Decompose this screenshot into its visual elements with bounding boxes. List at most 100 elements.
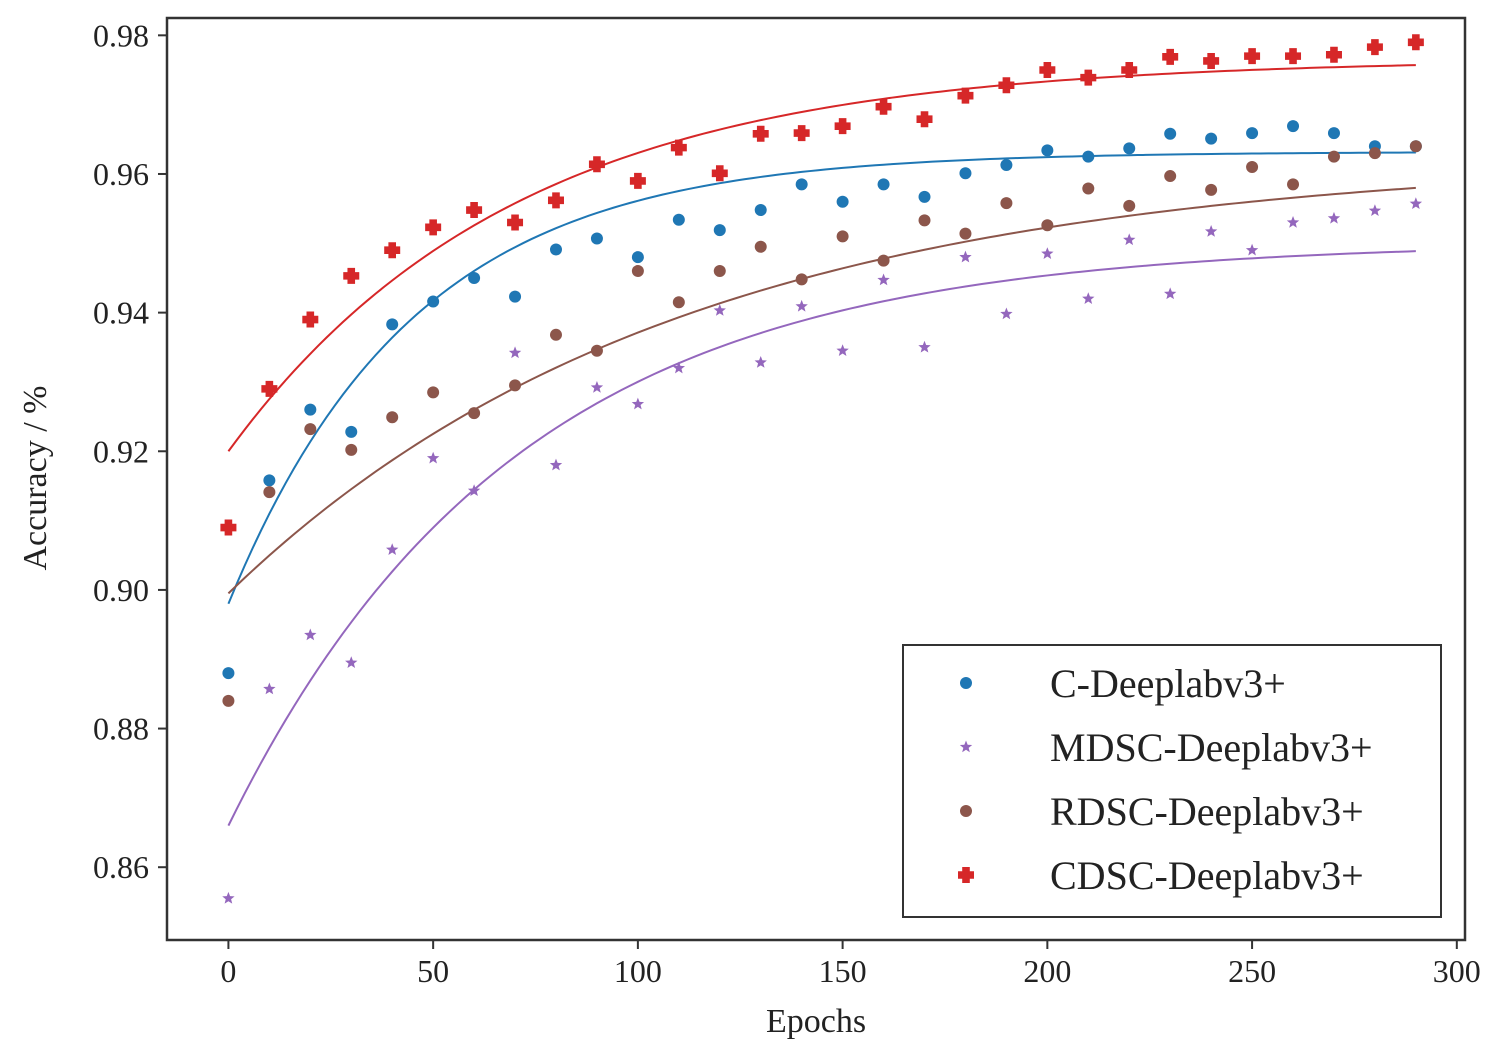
data-point bbox=[877, 273, 890, 286]
data-point bbox=[1285, 48, 1302, 65]
data-point bbox=[754, 204, 767, 217]
data-point bbox=[590, 344, 603, 357]
data-point bbox=[384, 242, 401, 259]
legend-label: RDSC-Deeplabv3+ bbox=[1050, 789, 1364, 834]
y-tick-label: 0.88 bbox=[93, 711, 149, 747]
data-point bbox=[1041, 247, 1054, 259]
data-point bbox=[1407, 34, 1424, 51]
data-point bbox=[427, 295, 440, 308]
data-point bbox=[345, 425, 358, 438]
data-point bbox=[672, 296, 685, 309]
x-axis-label: Epochs bbox=[766, 1003, 866, 1040]
data-point bbox=[304, 423, 317, 436]
data-point bbox=[425, 219, 442, 236]
data-point bbox=[304, 403, 317, 416]
data-point bbox=[752, 125, 769, 142]
data-point bbox=[507, 214, 524, 231]
data-point bbox=[754, 356, 767, 368]
data-point bbox=[1164, 170, 1177, 183]
data-point bbox=[711, 165, 728, 182]
x-axis-ticks: 0 50 100 150 200 250 300 bbox=[220, 940, 1481, 989]
legend-label: CDSC-Deeplabv3+ bbox=[1050, 853, 1364, 898]
data-point bbox=[1287, 120, 1300, 133]
data-point bbox=[466, 202, 483, 219]
data-point bbox=[1327, 211, 1341, 224]
data-point bbox=[918, 340, 931, 353]
data-point bbox=[959, 167, 972, 180]
data-point bbox=[1246, 127, 1259, 140]
y-axis-label: Accuracy / % bbox=[17, 385, 54, 570]
data-point bbox=[1245, 243, 1259, 256]
data-point bbox=[1205, 132, 1218, 145]
data-point bbox=[1041, 144, 1054, 157]
data-point bbox=[386, 411, 399, 424]
data-point bbox=[959, 227, 972, 240]
y-tick-label: 0.96 bbox=[93, 156, 149, 192]
data-point bbox=[509, 290, 522, 303]
data-point bbox=[1286, 216, 1300, 228]
data-point bbox=[1327, 127, 1340, 140]
data-point bbox=[1000, 307, 1013, 320]
data-point bbox=[877, 178, 890, 191]
x-tick-label: 200 bbox=[1023, 953, 1071, 989]
data-point bbox=[836, 344, 849, 357]
y-tick-label: 0.90 bbox=[93, 572, 149, 608]
x-tick-label: 300 bbox=[1433, 953, 1481, 989]
x-tick-label: 0 bbox=[220, 953, 236, 989]
data-point bbox=[345, 443, 358, 456]
series-RDSC-Deeplabv3+ bbox=[222, 140, 1422, 707]
data-point bbox=[1123, 233, 1136, 246]
data-point bbox=[631, 251, 644, 264]
data-point bbox=[877, 254, 890, 267]
data-point bbox=[590, 232, 603, 245]
data-point bbox=[426, 451, 440, 464]
data-point bbox=[1164, 127, 1177, 140]
data-point bbox=[629, 172, 646, 189]
x-tick-label: 100 bbox=[614, 953, 662, 989]
data-point bbox=[672, 361, 686, 374]
data-point bbox=[795, 178, 808, 191]
data-point bbox=[631, 265, 644, 278]
data-point bbox=[1041, 219, 1054, 232]
data-point bbox=[588, 156, 605, 173]
data-point bbox=[1368, 204, 1382, 216]
data-point bbox=[427, 386, 440, 399]
data-point bbox=[998, 77, 1015, 94]
data-point bbox=[1000, 158, 1013, 171]
data-point bbox=[1366, 39, 1383, 56]
data-point bbox=[959, 250, 972, 263]
data-point bbox=[1205, 183, 1218, 196]
data-point bbox=[549, 328, 562, 341]
y-axis-ticks: 0.86 0.88 0.90 0.92 0.94 0.96 0.98 bbox=[93, 17, 167, 885]
data-point bbox=[222, 667, 235, 680]
fit-line bbox=[227, 151, 1416, 605]
data-point bbox=[957, 87, 974, 104]
data-point bbox=[467, 484, 481, 497]
data-point bbox=[875, 98, 892, 115]
data-point bbox=[1082, 292, 1095, 305]
y-tick-label: 0.86 bbox=[93, 849, 149, 885]
y-tick-label: 0.92 bbox=[93, 433, 149, 469]
data-point bbox=[672, 213, 685, 226]
data-point bbox=[754, 240, 767, 253]
legend-marker bbox=[958, 867, 974, 883]
data-point bbox=[1368, 147, 1381, 160]
data-point bbox=[713, 304, 726, 316]
series-CDSC-Deeplabv3+ bbox=[220, 34, 1424, 536]
data-point bbox=[1246, 161, 1259, 174]
data-point bbox=[1000, 197, 1013, 210]
data-point bbox=[1409, 140, 1422, 153]
data-point bbox=[386, 543, 399, 555]
legend-marker bbox=[960, 805, 972, 817]
data-point bbox=[1121, 61, 1138, 78]
y-tick-label: 0.94 bbox=[93, 295, 149, 331]
data-point bbox=[547, 192, 564, 209]
data-point bbox=[549, 458, 563, 471]
legend-label: C-Deeplabv3+ bbox=[1050, 661, 1286, 706]
data-point bbox=[386, 318, 399, 331]
data-point bbox=[1327, 150, 1340, 163]
data-point bbox=[220, 519, 237, 536]
data-point bbox=[590, 380, 604, 393]
data-point bbox=[468, 271, 481, 284]
